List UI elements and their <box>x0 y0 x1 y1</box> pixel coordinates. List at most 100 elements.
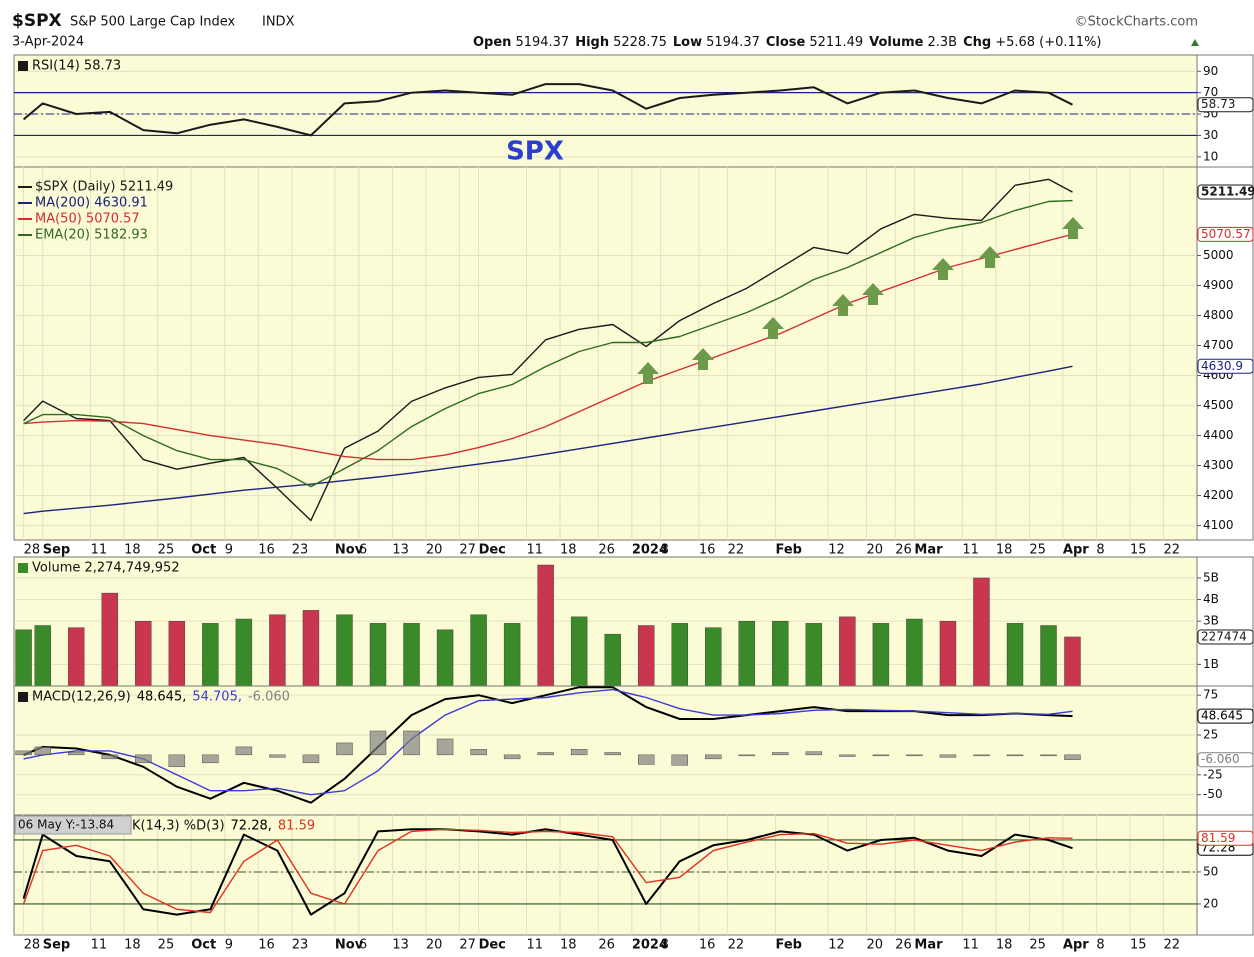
plot-area <box>13 166 1198 541</box>
x-tick-label: 11 <box>91 938 108 953</box>
value-tag: 5211.49 <box>1201 185 1254 199</box>
panel-title: MACD(12,26,9) <box>32 690 131 705</box>
x-tick-label: 12 <box>828 543 845 558</box>
legend-label: 81.59 <box>278 819 315 834</box>
histogram-bar <box>1040 754 1057 757</box>
volume-bar <box>235 618 253 687</box>
x-tick-label: 20 <box>867 543 884 558</box>
volume-bar <box>34 625 51 687</box>
volume-bar <box>302 610 320 687</box>
date: 3-Apr-2024 <box>12 35 84 50</box>
series-line <box>22 828 1073 914</box>
x-tick-label: 8 <box>661 543 669 558</box>
x-tick-label: 13 <box>392 543 409 558</box>
histogram-bar <box>1006 754 1024 757</box>
x-tick-label: 6 <box>359 543 367 558</box>
value-tag: 58.73 <box>1201 97 1235 111</box>
axis-area <box>1196 685 1254 816</box>
histogram-bar <box>839 754 856 757</box>
x-tick-label: 27 <box>459 938 476 953</box>
series-line <box>23 365 1073 515</box>
legend-swatch <box>18 563 28 573</box>
axis-area <box>1196 166 1254 541</box>
volume-bar <box>269 614 286 687</box>
series-line <box>23 688 1073 796</box>
legend-label: Volume 2,274,749,952 <box>32 561 180 576</box>
x-tick-label: 8 <box>1096 543 1104 558</box>
y-tick-label: 75 <box>1203 688 1218 702</box>
quote-line: Open 5194.37 High 5228.75 Low 5194.37 Close 521… <box>473 35 1102 50</box>
value-tag-box <box>1197 358 1254 374</box>
quote-value: 2.3B <box>927 35 957 50</box>
y-tick-label: 4200 <box>1203 488 1234 502</box>
y-tick-label: 4400 <box>1203 428 1234 442</box>
y-tick-label: 30 <box>1203 128 1218 142</box>
x-tick-label: 16 <box>258 938 275 953</box>
volume-bar <box>202 623 219 687</box>
legend-label: EMA(20) 5182.93 <box>35 228 148 243</box>
histogram-bar <box>805 751 823 756</box>
volume-bar <box>436 629 454 687</box>
volume-bar <box>906 618 923 687</box>
plot-area <box>13 54 1198 168</box>
value-tag-box <box>1197 708 1254 724</box>
histogram-bar <box>403 730 420 756</box>
x-tick-label: 22 <box>728 938 745 953</box>
y-tick-label: 90 <box>1203 64 1218 78</box>
arrow <box>832 294 854 316</box>
x-tick-label: 26 <box>895 938 912 953</box>
y-tick-label: 10 <box>1203 149 1218 163</box>
histogram-bar <box>336 742 353 756</box>
y-tick-label: 4800 <box>1203 308 1234 322</box>
x-tick-label: 16 <box>258 543 275 558</box>
x-tick-label: Sep <box>43 543 71 558</box>
y-tick-label: 25 <box>1203 727 1218 741</box>
volume-bar <box>604 633 621 687</box>
volume-bar <box>772 620 789 687</box>
y-tick-label: 4B <box>1203 592 1219 606</box>
histogram-bar <box>705 754 722 760</box>
x-tick-label: 28 <box>24 543 41 558</box>
x-tick-label: 23 <box>292 938 309 953</box>
x-tick-label: Apr <box>1063 543 1089 558</box>
x-tick-label: Nov <box>335 938 364 953</box>
tooltip-box <box>14 815 132 835</box>
histogram-bar <box>101 754 118 760</box>
histogram-bar <box>302 754 320 764</box>
x-tick-label: 18 <box>996 543 1013 558</box>
x-tick-label: 18 <box>996 938 1013 953</box>
y-tick-label: 4300 <box>1203 458 1234 472</box>
x-tick-label: 2024 <box>632 543 668 558</box>
x-tick-label: 26 <box>598 938 615 953</box>
x-tick-label: 23 <box>292 543 309 558</box>
y-tick-label: 50 <box>1203 864 1218 878</box>
x-tick-label: 27 <box>459 543 476 558</box>
x-tick-label: 20 <box>426 938 443 953</box>
x-tick-label: Mar <box>914 938 943 953</box>
volume-bar <box>403 623 420 687</box>
x-tick-label: Oct <box>191 543 216 558</box>
value-tag: 4630.9 <box>1201 359 1243 373</box>
quote-value: 5211.49 <box>809 35 863 50</box>
histogram-bar <box>973 754 990 757</box>
x-tick-label: 26 <box>598 543 615 558</box>
x-tick-label: 25 <box>158 543 175 558</box>
legend-label: 48.645, <box>137 690 187 705</box>
y-tick-label: 4700 <box>1203 338 1234 352</box>
value-tag-box <box>1197 752 1254 768</box>
value-tag: 48.645 <box>1201 709 1243 723</box>
x-tick-label: 18 <box>560 543 577 558</box>
axis-area <box>1196 556 1254 687</box>
histogram-bar <box>235 746 253 756</box>
volume-bar <box>101 592 118 687</box>
legend-label: -6.060 <box>248 690 290 705</box>
x-tick-label: 9 <box>225 938 233 953</box>
x-tick-label: 6 <box>359 938 367 953</box>
y-tick-label: 1B <box>1203 657 1219 671</box>
value-tag-box <box>1197 97 1254 113</box>
histogram-bar <box>638 754 655 765</box>
arrow <box>1062 217 1084 239</box>
histogram-bar <box>939 754 957 758</box>
x-tick-label: Mar <box>914 543 943 558</box>
value-tag: -6.060 <box>1201 752 1240 766</box>
